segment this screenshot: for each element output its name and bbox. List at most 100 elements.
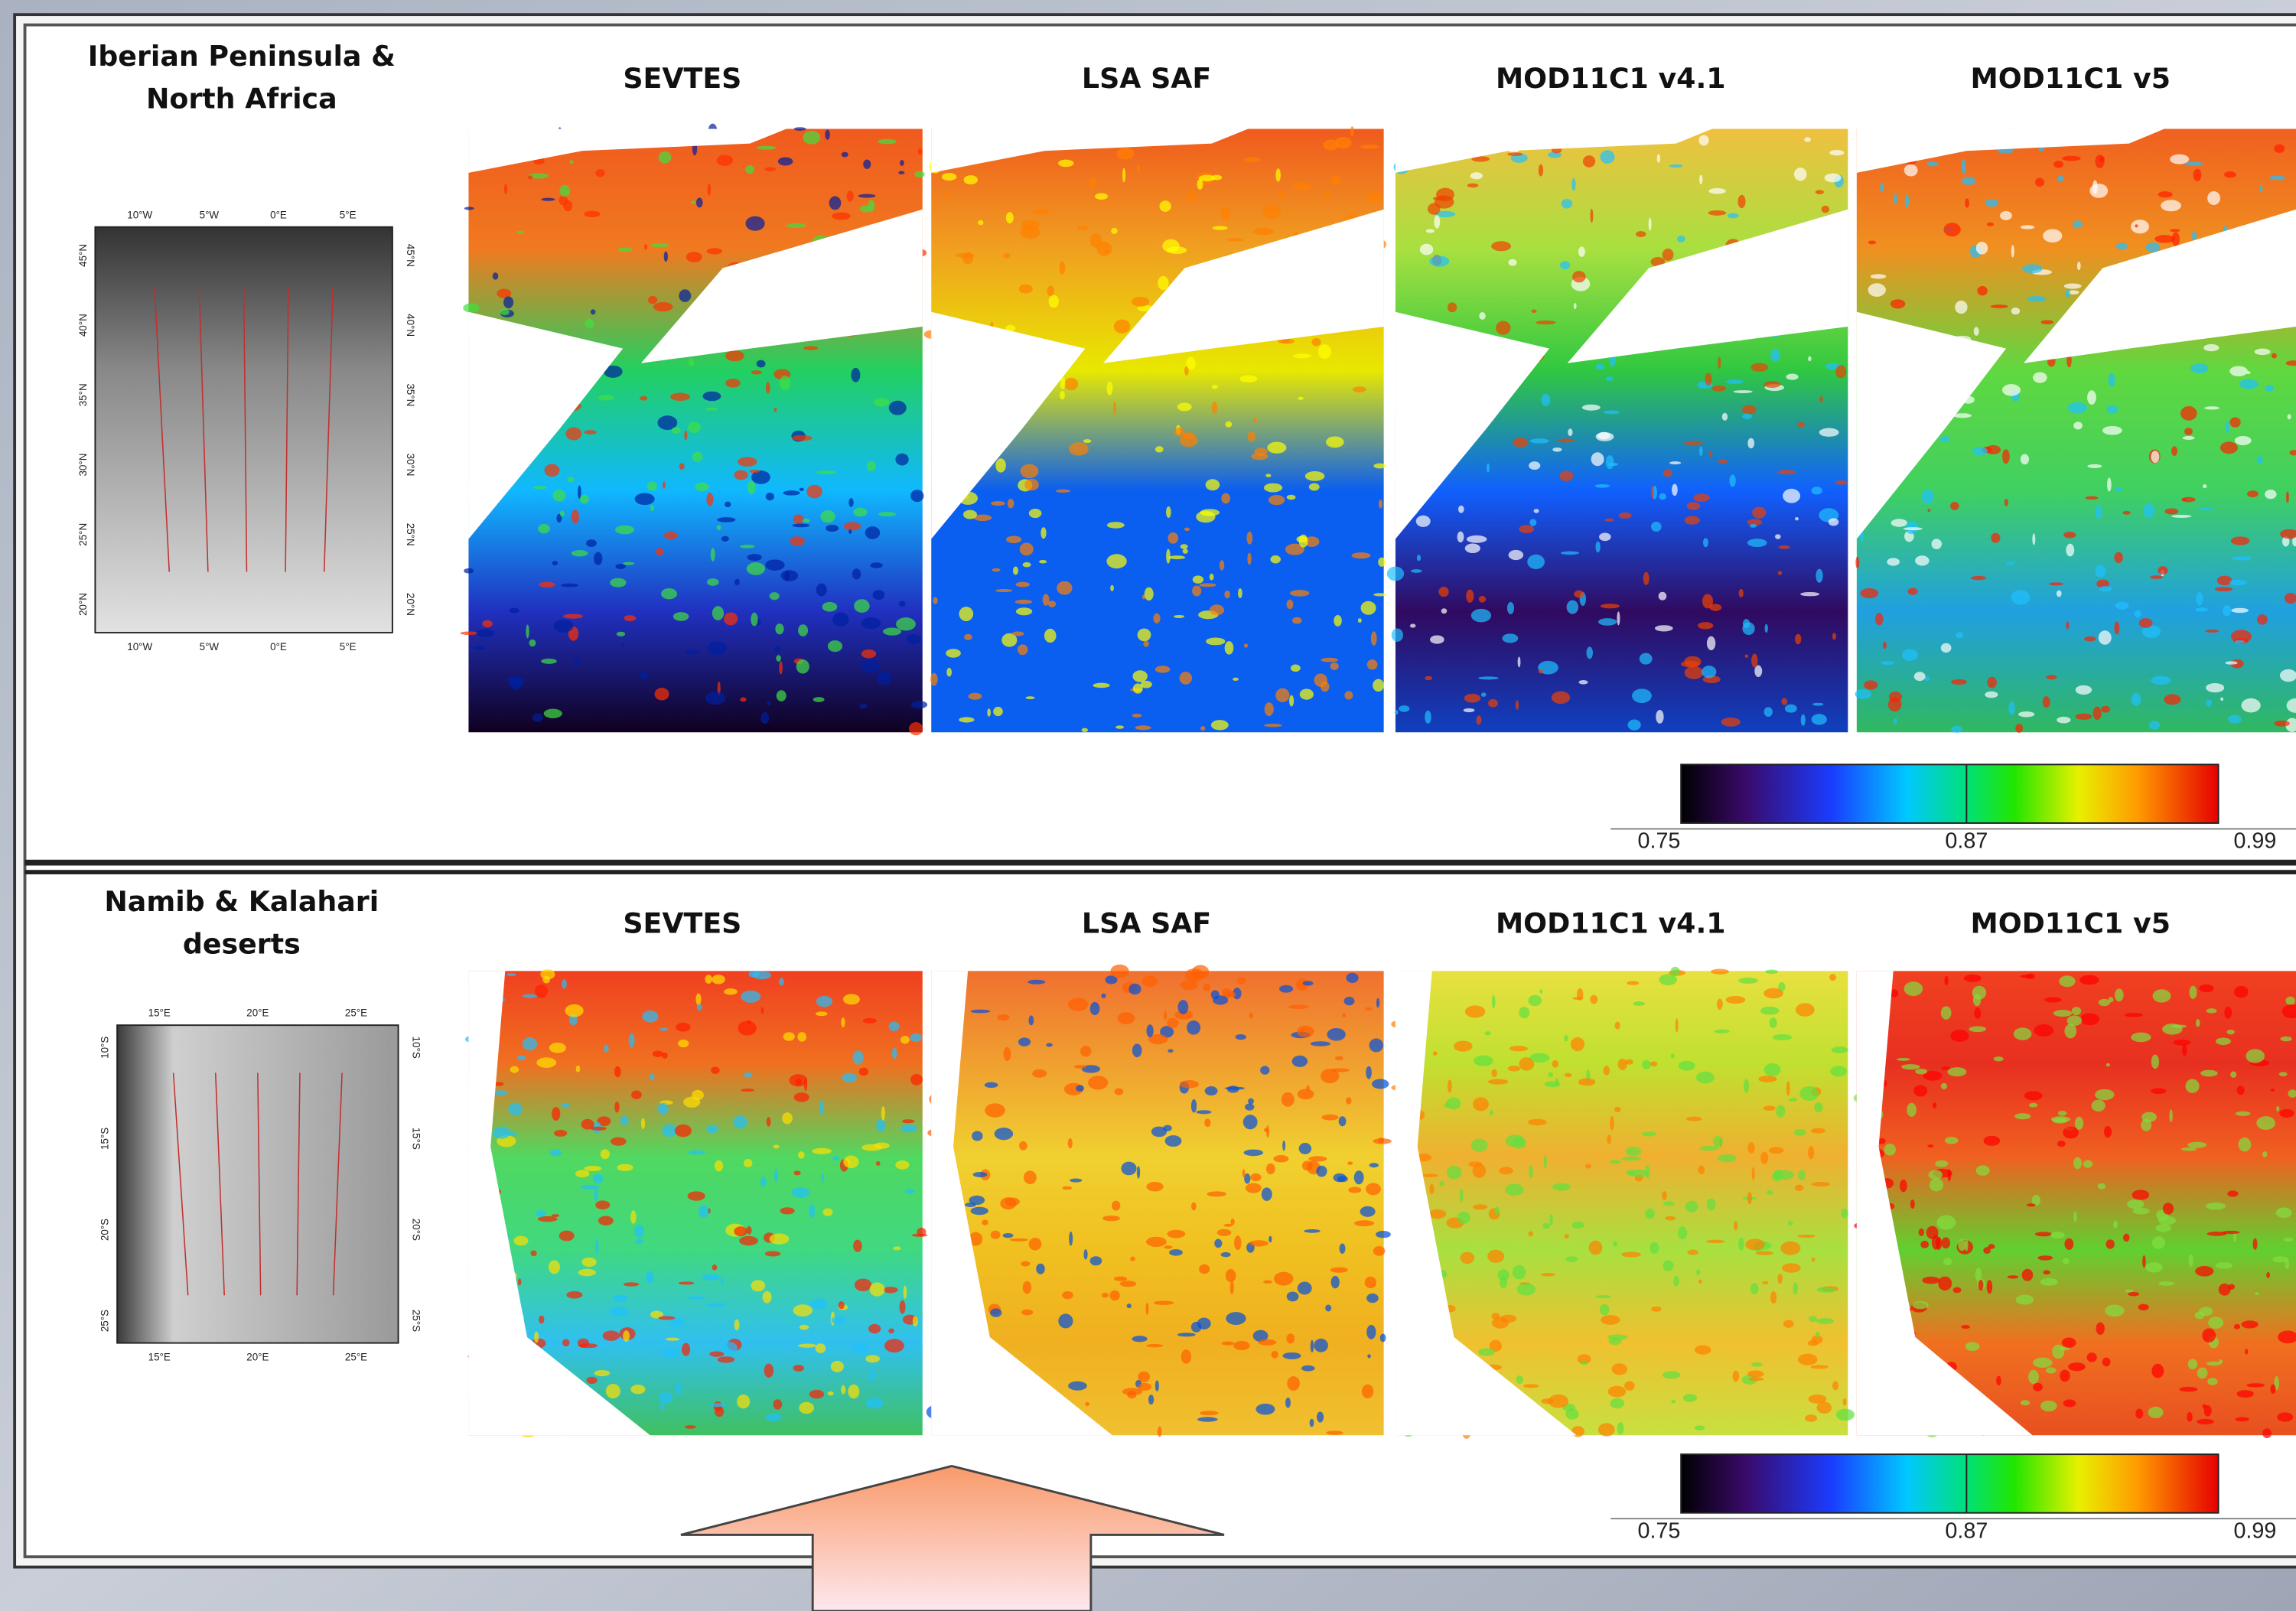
- map-speck: [1529, 1165, 1533, 1179]
- map-speck: [2285, 997, 2295, 1005]
- map-speck: [868, 200, 874, 212]
- map-speck: [2257, 614, 2268, 625]
- map-speck: [899, 1300, 905, 1314]
- map-speck: [2027, 974, 2035, 979]
- map-speck: [630, 1210, 636, 1223]
- map-speck: [2284, 1238, 2294, 1242]
- map-speck: [869, 1369, 875, 1382]
- map-speck: [1600, 1304, 1610, 1316]
- map-speck: [1096, 242, 1112, 256]
- map-speck: [1492, 1317, 1509, 1329]
- map-speck: [1063, 1186, 1072, 1190]
- map-speck: [1069, 195, 1073, 198]
- map-speck: [1471, 609, 1491, 623]
- map-speck: [1621, 1251, 1641, 1257]
- map-speck: [1832, 633, 1836, 640]
- map-speck: [1025, 696, 1034, 699]
- map-speck: [1106, 382, 1112, 395]
- map-speck: [1213, 226, 1228, 229]
- map-speck: [1742, 414, 1752, 419]
- map-speck: [888, 1021, 899, 1030]
- map-speck: [877, 671, 891, 685]
- map-speck: [2058, 1111, 2067, 1116]
- map-speck: [1855, 556, 1859, 568]
- map-speck: [796, 659, 809, 674]
- map-speck: [585, 319, 594, 329]
- map-speck: [570, 160, 574, 164]
- map-speck: [1942, 1237, 1950, 1248]
- map-speck: [476, 629, 494, 637]
- map-speck: [539, 581, 555, 587]
- map-speck: [530, 1250, 536, 1256]
- map-speck: [2202, 1329, 2216, 1342]
- map-speck: [1571, 178, 1575, 191]
- map-speck: [2170, 229, 2180, 232]
- map-speck: [1297, 1026, 1314, 1037]
- map-speck: [2099, 586, 2112, 592]
- map-speck: [1544, 1155, 1547, 1168]
- region-title: North Africa: [146, 83, 337, 116]
- map-speck: [876, 1119, 885, 1132]
- map-speck: [1530, 438, 1549, 443]
- map-speck: [493, 1127, 511, 1139]
- locator-map: [117, 1025, 398, 1342]
- map-speck: [1659, 493, 1666, 500]
- map-speck: [878, 139, 896, 145]
- map-speck: [1373, 593, 1386, 596]
- map-speck: [1233, 678, 1239, 681]
- map-speck: [1808, 1146, 1814, 1159]
- map-speck: [1552, 692, 1570, 704]
- map-speck: [718, 1356, 735, 1362]
- map-speck: [2200, 1070, 2218, 1077]
- map-speck: [1943, 223, 1960, 236]
- map-speck: [2257, 456, 2263, 464]
- map-speck: [1360, 1206, 1376, 1217]
- map-speck: [1670, 967, 1679, 976]
- map-speck: [1596, 364, 1605, 369]
- map-speck: [2060, 1370, 2070, 1382]
- map-speck: [646, 1272, 654, 1284]
- map-speck: [2216, 1037, 2231, 1045]
- map-speck: [1969, 1026, 1986, 1032]
- map-speck: [2206, 1362, 2222, 1366]
- map-speck: [1625, 1059, 1633, 1065]
- map-speck: [1953, 1287, 1962, 1294]
- map-speck: [2153, 989, 2171, 1002]
- map-speck: [1471, 1138, 1488, 1151]
- map-speck: [745, 216, 764, 231]
- map-speck: [1184, 528, 1190, 532]
- map-speck: [2259, 184, 2262, 192]
- map-speck: [1095, 193, 1108, 200]
- map-speck: [816, 1343, 826, 1353]
- map: [927, 965, 1392, 1437]
- map-speck: [1687, 1250, 1698, 1255]
- map-speck: [1678, 1226, 1687, 1239]
- map-speck: [506, 1132, 517, 1135]
- colorbar: [1681, 1454, 2218, 1513]
- map-speck: [1028, 1015, 1034, 1025]
- map-speck: [640, 672, 649, 680]
- map-speck: [1379, 500, 1382, 509]
- map-speck: [1585, 1164, 1591, 1168]
- map-speck: [1362, 1385, 1374, 1398]
- map-speck: [1785, 705, 1797, 713]
- map-speck: [712, 606, 724, 620]
- map-speck: [1947, 1067, 1966, 1076]
- map-speck: [1669, 164, 1683, 168]
- map-speck: [1167, 246, 1187, 254]
- map-speck: [1060, 262, 1066, 275]
- map-speck: [707, 578, 719, 586]
- map-speck: [1718, 356, 1721, 368]
- map-speck: [2002, 384, 2021, 396]
- map-speck: [1365, 1007, 1372, 1011]
- map-speck: [1083, 1249, 1087, 1260]
- map-speck: [844, 522, 861, 530]
- map-speck: [679, 289, 691, 302]
- map-speck: [914, 171, 924, 177]
- map-speck: [1698, 622, 1713, 629]
- map-speck: [463, 303, 479, 312]
- map-speck: [1192, 586, 1201, 597]
- map-speck: [560, 510, 565, 516]
- map-speck: [1473, 1204, 1487, 1209]
- map-speck: [1474, 1056, 1493, 1066]
